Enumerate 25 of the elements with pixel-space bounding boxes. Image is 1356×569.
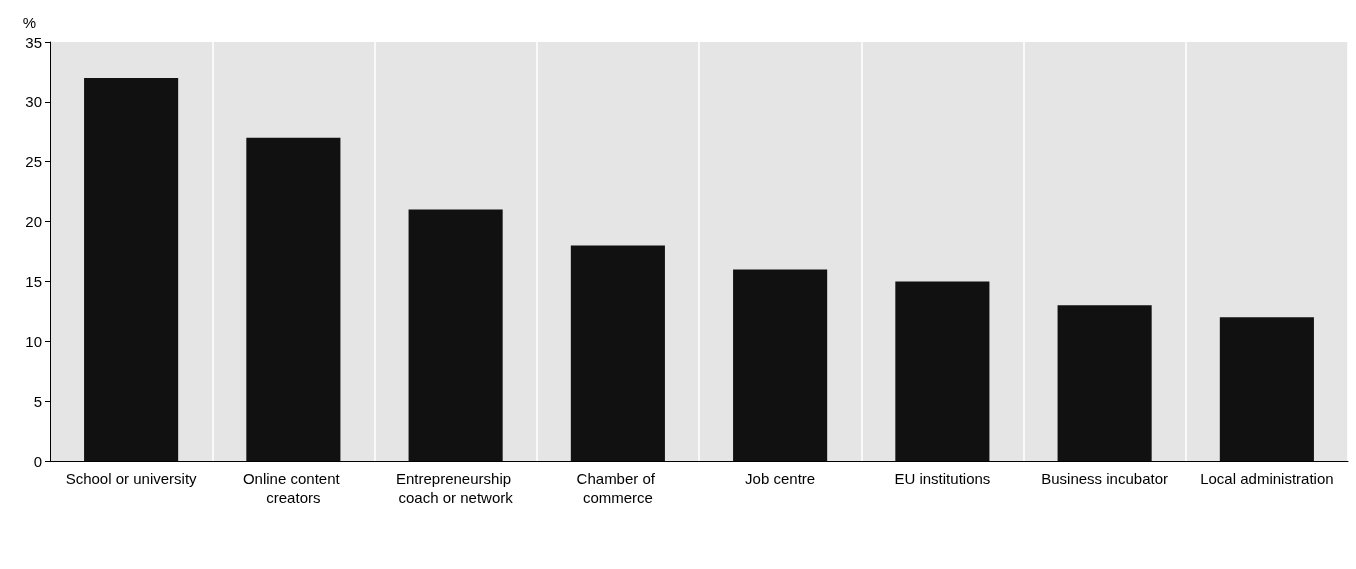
x-tick-label: Job centre <box>745 470 816 487</box>
x-tick-label: Business incubator <box>1041 470 1168 487</box>
y-tick-label: 25 <box>25 153 42 171</box>
bar <box>1219 317 1314 461</box>
bar <box>1057 305 1152 461</box>
x-tick-label: EU institutions <box>894 470 991 487</box>
y-tick-label: 10 <box>25 332 42 350</box>
bar <box>246 137 341 461</box>
bar <box>895 281 990 461</box>
bar <box>570 245 665 461</box>
bar <box>84 77 179 461</box>
x-tick-label: Chamber of commerce <box>576 470 660 506</box>
y-tick-label: 30 <box>25 93 42 111</box>
bar <box>733 269 828 461</box>
x-tick-label: Local administration <box>1200 470 1334 487</box>
x-tick-label: School or university <box>65 470 198 487</box>
x-tick-label: Online content creators <box>242 470 344 506</box>
y-axis-title: % <box>22 14 36 31</box>
y-tick-label: 5 <box>33 392 42 410</box>
y-tick-label: 0 <box>33 452 42 470</box>
y-tick-label: 15 <box>25 272 42 290</box>
bar <box>408 209 503 461</box>
x-tick-label: Entrepreneurship coach or network <box>396 470 516 506</box>
y-tick-label: 35 <box>25 33 42 51</box>
y-tick-label: 20 <box>25 213 42 231</box>
